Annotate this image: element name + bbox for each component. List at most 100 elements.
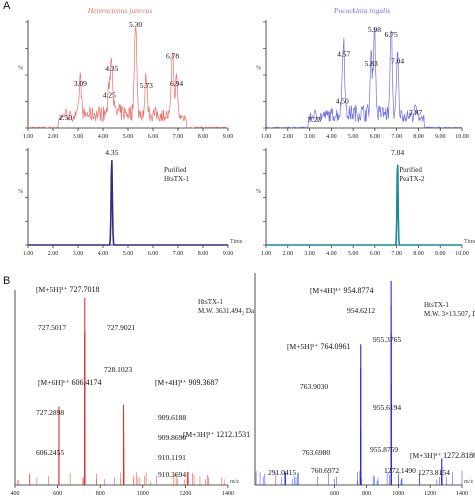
chart-annotation: M.W. 3×13.507₄ Da (424, 310, 475, 318)
x-axis-unit: Time (464, 239, 475, 245)
x-tick-label: 1000 (137, 491, 149, 497)
x-tick-label: 1.00 (261, 251, 272, 257)
x-tick-label: 8.00 (198, 134, 209, 140)
trace-line (27, 27, 228, 129)
chart-annotation: Purified (399, 166, 422, 174)
peak-label: 6.75 (385, 30, 398, 39)
x-tick-label: 3.00 (73, 251, 84, 257)
x-tick-label: 9.00 (223, 251, 234, 257)
x-tick-label: 6.00 (148, 251, 159, 257)
x-tick-label: 2.00 (48, 251, 59, 257)
x-tick-label: 8.00 (413, 134, 424, 140)
x-tick-label: 7.00 (173, 134, 184, 140)
ion-value-label: 954.8774 (344, 286, 374, 295)
peak-label: 5.30 (129, 20, 142, 29)
x-tick-label: 10.00 (455, 134, 469, 140)
ion-value-label: 954.6212 (347, 306, 375, 315)
peak-label: 6.78 (166, 51, 179, 60)
x-axis-unit: Time (230, 239, 243, 245)
ion-species-label: [M+6H]⁶⁺ 606.4174 (38, 378, 102, 387)
ion-value-label: 727.9021 (107, 323, 135, 332)
x-tick-label: 1400 (222, 491, 234, 497)
x-tick-label: 5.00 (348, 251, 359, 257)
x-tick-label: 10.00 (455, 251, 469, 257)
chart-annotation: PeaTX-2 (399, 175, 425, 183)
x-tick-label: 8.00 (198, 251, 209, 257)
x-tick-label: 9.00 (223, 134, 234, 140)
ion-value-label: 955.3765 (373, 335, 401, 344)
x-tick-label: 1.00 (23, 134, 34, 140)
peak-label: 4.50 (336, 96, 349, 105)
x-tick-label: 1.00 (261, 134, 272, 140)
x-tick-label: 1.00 (23, 251, 34, 257)
ion-value-label: 727.2898 (36, 408, 64, 417)
x-tick-label: 4.00 (98, 251, 109, 257)
x-tick-label: 6.00 (148, 134, 159, 140)
chart-annotation: M.W. 3631.494₂ Da (198, 307, 255, 315)
ion-species-label: [M+3H]³⁺ 1272.8186 (410, 451, 475, 460)
ion-species-label: [M+5H]⁵⁺ 727.7018 (36, 285, 100, 294)
x-tick-label: 6.00 (370, 134, 381, 140)
ion-value-label: 955.8759 (370, 445, 398, 454)
x-tick-label: 5.00 (123, 251, 134, 257)
ion-value-label: 727.7018 (70, 285, 100, 294)
panel-letter-a: A (3, 0, 11, 12)
y-axis-label: % (256, 189, 261, 195)
peak-label: 7.04 (391, 148, 404, 157)
ion-value-label: 910.3694 (158, 470, 186, 479)
x-tick-label: 3.00 (73, 134, 84, 140)
x-tick-label: 2.00 (48, 134, 59, 140)
ion-value-label: 760.6972 (311, 466, 339, 475)
ion-species-label: [M+5H]⁵⁺ 764.0961 (287, 342, 351, 351)
chart-title: Pocockinia regalis (333, 6, 390, 15)
ion-value-label: 728.1023 (104, 365, 132, 374)
chart-hpl-pocockinia: 1.00 2.00 3.00 4.00 5.00 6.00 7.00 8.00 9.00 10.0… (256, 6, 469, 140)
trace-line (265, 27, 463, 129)
x-tick-label: 600 (53, 491, 62, 497)
peak-label: 6.94 (170, 79, 183, 88)
chart-hpl-purified-pertx2: 1.00 2.00 3.00 4.00 5.00 6.00 7.00 8.00 9.00 10.0… (256, 148, 475, 257)
peak-label: 4.25 (103, 91, 116, 100)
panel-letter-b: B (3, 275, 11, 287)
chart-hpl-heteroctenus: 1.00 2.00 3.00 4.00 5.00 6.00 7.00 8.00 9.00% Het… (18, 6, 233, 140)
x-tick-label: 1200 (179, 491, 191, 497)
peak-label: 5.73 (140, 81, 153, 90)
x-tick-label: 600 (330, 491, 339, 497)
x-tick-label: 2.00 (283, 251, 294, 257)
ion-value-label: 909.6188 (158, 413, 186, 422)
peak-label: 7.87 (409, 108, 422, 117)
x-tick-label: 9.00 (435, 251, 446, 257)
x-tick-label: 400 (11, 491, 20, 497)
x-tick-label: 7.00 (173, 251, 184, 257)
x-tick-label: 7.00 (391, 134, 402, 140)
x-tick-label: 7.00 (391, 251, 402, 257)
y-axis-label: % (256, 66, 261, 72)
ion-value-label: 764.0961 (321, 342, 351, 351)
ion-species-label: [M+4H]⁴⁺ 909.3687 (155, 378, 219, 387)
chart-ms-htstx1: 400 600 800 1000 1200 1400 m/z HtsTX-1M.W. 3631… (11, 290, 255, 497)
x-tick-label: 4.00 (326, 251, 337, 257)
peak-label: 7.04 (391, 56, 404, 65)
x-axis-unit: m/z (464, 479, 473, 485)
x-tick-label: 3.00 (304, 251, 315, 257)
x-tick-label: 9.00 (435, 134, 446, 140)
y-axis-label: % (18, 66, 23, 72)
trace-line (28, 160, 228, 246)
ion-value-label: 955.6194 (373, 403, 401, 412)
ion-value-label: 1272.8186 (443, 451, 475, 460)
ion-value-label: 291.0415 (268, 468, 296, 477)
ion-species-label: [M+4H]⁴⁺ 954.8774 (310, 286, 374, 295)
x-tick-label: 1200 (424, 491, 436, 497)
ion-value-label: 909.3687 (189, 378, 219, 387)
peak-label: 5.83 (365, 59, 378, 68)
ion-value-label: 910.1191 (158, 453, 186, 462)
ion-value-label: 1273.8154 (418, 468, 450, 477)
x-tick-label: 6.00 (370, 251, 381, 257)
chart-annotation: HtsTX-1 (424, 301, 449, 309)
x-tick-label: 800 (96, 491, 105, 497)
x-tick-label: 5.00 (123, 134, 134, 140)
peak-label: 2.50 (59, 113, 72, 122)
x-tick-label: 1400 (456, 491, 468, 497)
peak-label: 3.09 (74, 79, 87, 88)
